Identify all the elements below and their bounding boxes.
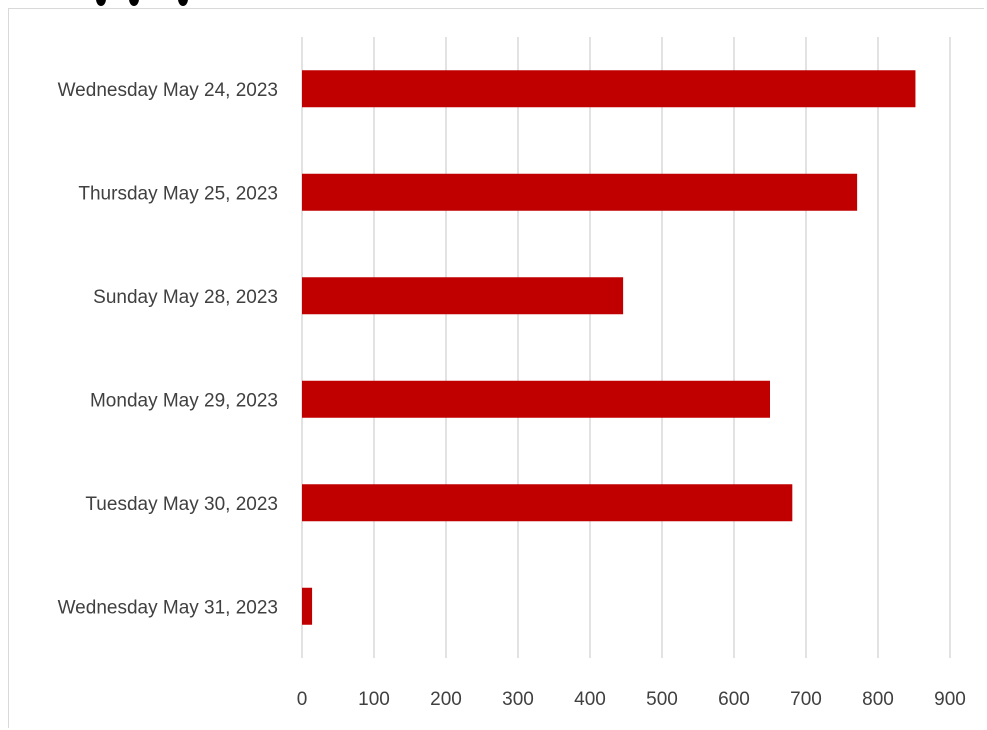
- tick-labels: 0 100 200 300 400 500 600 700 800 900: [297, 689, 966, 710]
- category-labels: Wednesday May 24, 2023 Thursday May 25, 2…: [58, 80, 278, 619]
- x-tick-label: 200: [430, 689, 462, 710]
- category-label: Wednesday May 24, 2023: [58, 80, 278, 101]
- bars: [302, 70, 916, 625]
- x-tick-label: 400: [574, 689, 606, 710]
- category-label: Thursday May 25, 2023: [78, 183, 278, 204]
- x-tick-label: 600: [718, 689, 750, 710]
- x-tick-label: 800: [862, 689, 894, 710]
- x-tick-label: 0: [297, 689, 308, 710]
- clipped-title-fragment: [0, 0, 987, 8]
- x-tick-label: 700: [790, 689, 822, 710]
- x-tick-label: 900: [934, 689, 966, 710]
- gridlines: [301, 37, 951, 658]
- category-label: Tuesday May 30, 2023: [85, 494, 278, 515]
- x-tick-label: 500: [646, 689, 678, 710]
- chart-frame: [8, 8, 984, 728]
- bar: [302, 587, 313, 625]
- bar: [302, 70, 916, 108]
- x-tick-label: 100: [358, 689, 390, 710]
- bar: [302, 173, 858, 211]
- category-label: Monday May 29, 2023: [90, 390, 278, 411]
- category-label: Sunday May 28, 2023: [93, 287, 278, 308]
- bar: [302, 484, 793, 522]
- bar: [302, 380, 770, 418]
- bar: [302, 277, 624, 315]
- category-label: Wednesday May 31, 2023: [58, 597, 278, 618]
- x-tick-label: 300: [502, 689, 534, 710]
